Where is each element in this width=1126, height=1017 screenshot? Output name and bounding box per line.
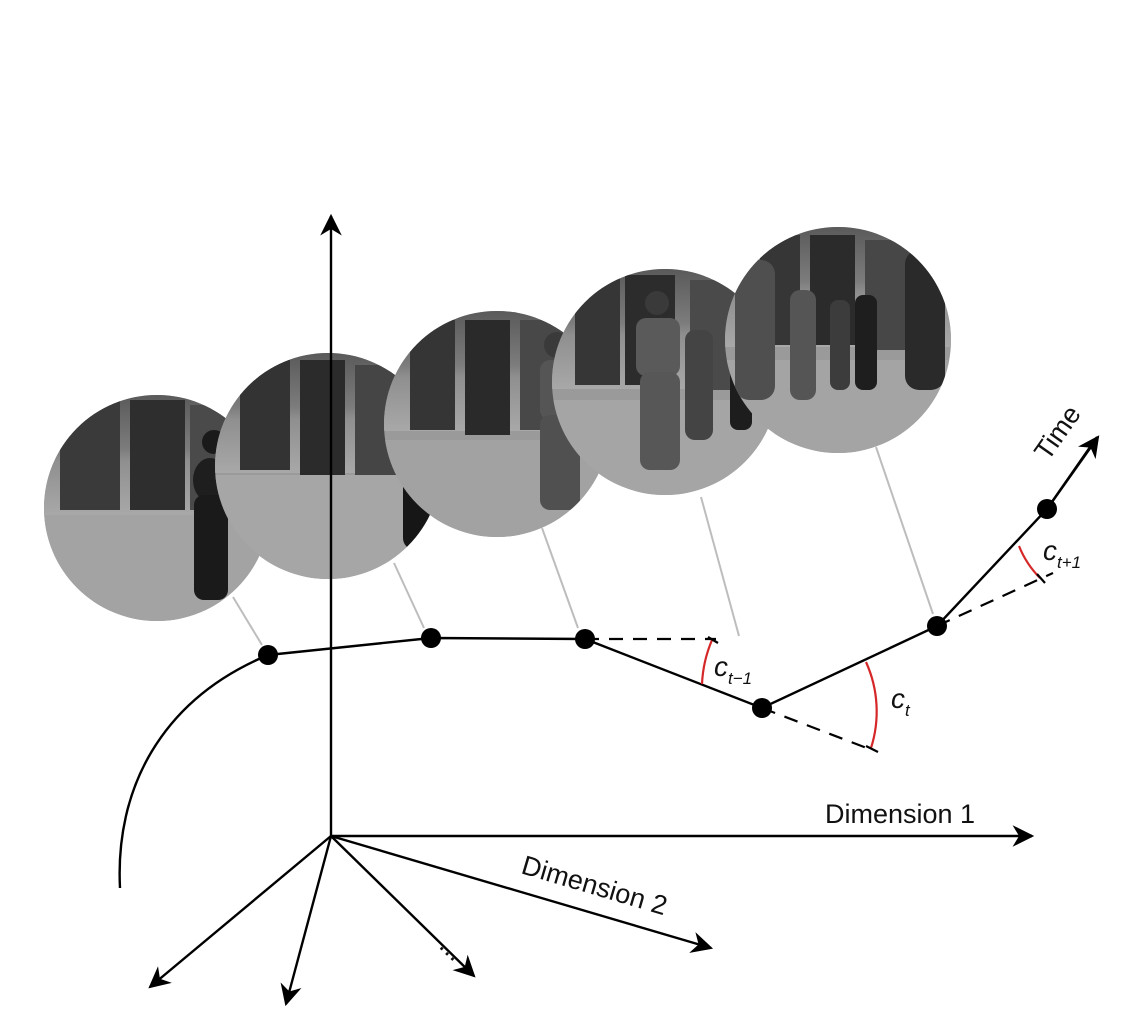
angle-label-t-minus-1: ct−1: [714, 651, 752, 688]
angle-ticks: [707, 573, 1046, 753]
time-label: Time: [1028, 400, 1086, 466]
extra-axis-2: [280, 835, 333, 1007]
point-4: [752, 698, 772, 718]
frame-connectors: [232, 446, 934, 646]
axes: [148, 213, 1035, 1007]
extra-axis-1: [148, 835, 332, 989]
connector-4: [700, 496, 740, 637]
point-5: [927, 616, 947, 636]
time-arrowhead: [1046, 435, 1100, 510]
connector-2: [393, 562, 425, 629]
connector-1: [232, 596, 263, 646]
connector-5: [875, 446, 934, 615]
extension-2: [761, 706, 873, 752]
angle-arc-t: [864, 661, 878, 749]
trajectory-curve: [118, 653, 269, 889]
dashed-extensions: [585, 571, 1054, 752]
point-3: [575, 629, 595, 649]
extra-axis-3: [330, 835, 476, 978]
angle-label-t: ct: [891, 683, 911, 720]
video-frame-5: [725, 227, 951, 453]
angle-arc-t-minus-1: [700, 639, 714, 685]
extension-3: [936, 571, 1054, 628]
dimension2-label: Dimension 2: [518, 850, 670, 921]
point-1: [258, 645, 278, 665]
dimension2-axis: [330, 834, 714, 953]
dimension1-label: Dimension 1: [825, 799, 975, 829]
video-frame-3: [384, 311, 610, 537]
angle-arc-t-plus-1: [1017, 545, 1041, 579]
point-6: [1037, 499, 1057, 519]
point-2: [421, 628, 441, 648]
angle-arcs: [700, 545, 1041, 749]
connector-3: [541, 527, 579, 629]
angle-label-t-plus-1: ct+1: [1043, 535, 1081, 572]
trajectory-points: [258, 499, 1057, 718]
more-dimensions-label: ...: [434, 930, 471, 967]
